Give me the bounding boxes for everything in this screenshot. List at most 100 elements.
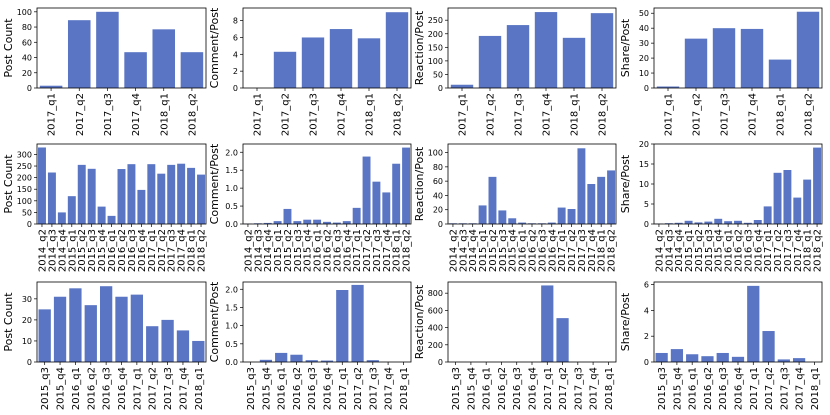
x-tick-label: 2015_q3: [87, 229, 98, 272]
y-axis-label: Reaction/Post: [413, 146, 426, 221]
bar: [352, 207, 361, 224]
axes-frame: [447, 7, 617, 89]
x-tick-label: 2018_q1: [194, 367, 205, 410]
y-tick-label: 50: [639, 9, 649, 18]
bar: [301, 37, 325, 88]
y-tick-label: 20: [22, 316, 32, 325]
chart-1: 0 20 40 60 80 100 2017_q1 2017_q2 2017_q3 2017_q4…: [2, 7, 207, 136]
x-tick-label: 2016_q1: [107, 229, 118, 272]
bar: [670, 349, 684, 362]
x-tick-label: 2015_q1: [478, 229, 489, 272]
x-tick-label: 2017_q3: [309, 93, 320, 136]
x-tick-label: 2018_q1: [399, 367, 410, 410]
x-tick-label: 2016_q1: [71, 367, 82, 410]
x-tick-label: 2017_q1: [253, 93, 264, 136]
x-tick-label: 2015_q1: [273, 229, 284, 272]
bar: [777, 359, 790, 362]
bar: [366, 360, 379, 362]
x-tick-label: 2014_q3: [664, 229, 675, 272]
bar: [303, 219, 312, 224]
bar: [53, 296, 67, 362]
axes-frame: [242, 7, 412, 89]
x-tick-label: 2016_q1: [277, 367, 288, 410]
bar: [273, 51, 297, 88]
bar: [488, 176, 497, 224]
y-tick-label: 0: [644, 358, 649, 367]
x-tick-label: 2015_q3: [40, 367, 51, 410]
bar: [740, 28, 764, 88]
bar: [450, 84, 474, 88]
x-tick-label: 2014_q3: [253, 229, 264, 272]
bar: [747, 285, 760, 362]
x-tick-label: 2017_q1: [749, 367, 760, 410]
bar: [130, 294, 144, 362]
bar: [402, 147, 411, 224]
x-tick-label: 2017_q4: [795, 367, 806, 410]
bar: [115, 296, 128, 362]
bar: [684, 38, 708, 88]
bar: [392, 163, 401, 224]
y-tick-label: 0.0: [225, 358, 238, 367]
x-tick-label: 2014_q2: [37, 229, 48, 272]
y-tick-label: 250: [17, 162, 32, 171]
y-axis-label: Reaction/Post: [413, 10, 426, 85]
bar: [342, 221, 351, 224]
y-tick-label: 0: [27, 220, 32, 229]
x-tick-label: 2018_q1: [365, 93, 376, 136]
bar: [547, 222, 556, 224]
x-tick-label: 2016_q2: [703, 367, 714, 410]
y-axis-label: Share/Post: [619, 18, 632, 77]
y-tick-label: 10: [22, 337, 32, 346]
bar: [305, 360, 318, 362]
x-tick-label: 2015_q3: [498, 229, 509, 272]
y-axis-label: Post Count: [2, 292, 15, 352]
bar: [293, 221, 302, 224]
bar: [534, 12, 558, 88]
x-tick-label: 2017_q2: [692, 93, 703, 136]
bar: [192, 340, 205, 362]
bar: [597, 176, 606, 224]
x-tick-label: 2014_q3: [458, 229, 469, 272]
bar: [694, 222, 703, 224]
y-tick-label: 4: [233, 50, 238, 59]
y-axis-label: Post Count: [2, 154, 15, 214]
x-tick-label: 2016_q1: [518, 229, 529, 272]
bar: [803, 179, 812, 224]
x-tick-label: 2017_q1: [147, 229, 158, 272]
x-tick-label: 2017_q3: [368, 367, 379, 410]
y-tick-label: 5: [644, 200, 649, 209]
chart-11: 0 200 400 600 800 2015_q3 2015_q4 2016_q1 2016_q…: [413, 281, 617, 410]
bar: [290, 354, 303, 362]
x-tick-label: 2018_q2: [804, 93, 815, 136]
y-tick-label: 600: [428, 306, 443, 315]
bar: [567, 209, 576, 224]
bar: [263, 222, 272, 224]
bar: [67, 196, 76, 224]
bar: [607, 170, 616, 224]
bar: [96, 11, 119, 89]
x-tick-label: 2015_q4: [97, 229, 108, 272]
bar: [320, 360, 334, 362]
bar: [197, 174, 205, 224]
x-tick-label: 2015_q2: [77, 229, 88, 272]
bar: [716, 352, 729, 362]
y-tick-label: 20: [639, 140, 649, 149]
bar: [97, 206, 106, 224]
bar: [259, 359, 273, 362]
x-tick-label: 2016_q3: [512, 367, 523, 410]
y-tick-label: 20: [433, 206, 443, 215]
bar: [177, 163, 186, 224]
bar: [351, 284, 364, 362]
y-tick-label: 15: [639, 160, 649, 169]
x-tick-label: 2018_q2: [402, 229, 413, 272]
bar: [743, 222, 752, 224]
bar: [556, 318, 569, 362]
x-tick-label: 2016_q2: [86, 367, 97, 410]
bar: [273, 221, 282, 224]
bar: [283, 208, 292, 224]
y-tick-label: 300: [17, 150, 32, 159]
bar: [498, 210, 507, 224]
x-tick-label: 2018_q1: [187, 229, 198, 272]
chart-5: 0501001502002503002014_q22014_q32014_q42…: [2, 143, 208, 272]
bar: [146, 326, 159, 362]
